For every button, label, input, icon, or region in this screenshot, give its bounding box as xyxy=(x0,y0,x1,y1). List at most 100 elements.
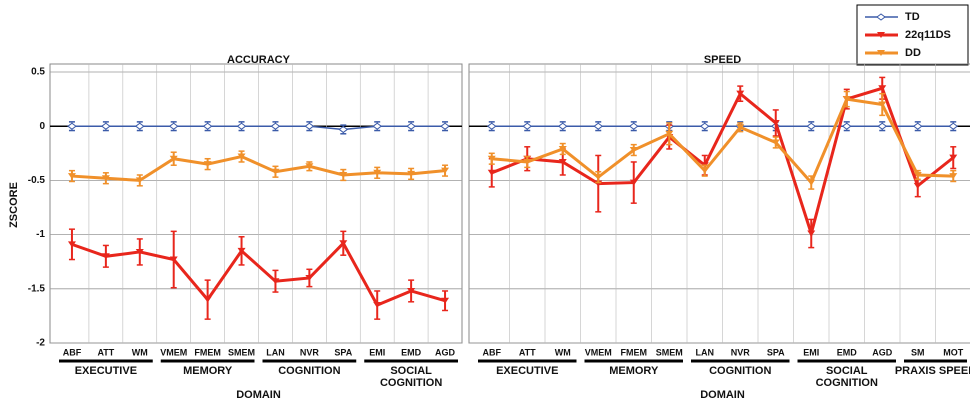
x-axis-label: DOMAIN xyxy=(236,389,281,401)
point xyxy=(169,256,178,263)
point xyxy=(949,173,958,180)
x-tick-label: EMI xyxy=(803,347,819,357)
x-tick-label: AGD xyxy=(872,347,893,357)
point xyxy=(523,158,532,165)
y-tick-label: -1 xyxy=(36,229,45,240)
x-tick-label: MOT xyxy=(943,347,963,357)
point xyxy=(406,122,416,130)
x-tick-label: EMD xyxy=(837,347,858,357)
legend-box xyxy=(856,4,969,66)
x-tick-label: AGD xyxy=(435,347,456,357)
point xyxy=(338,125,349,134)
y-tick-label: -1.5 xyxy=(28,283,46,294)
point xyxy=(878,85,887,92)
point xyxy=(202,122,213,130)
plot-frame xyxy=(468,63,970,344)
point xyxy=(270,122,281,130)
x-tick-label: VMEM xyxy=(160,347,187,357)
legend-label: 22q11DS xyxy=(905,29,951,41)
point xyxy=(101,253,110,260)
series-line xyxy=(71,240,446,307)
chart-title: ACCURACY xyxy=(227,54,291,66)
legend-label: DD xyxy=(905,47,921,59)
point xyxy=(628,122,639,130)
point xyxy=(558,158,567,165)
x-tick-label: WM xyxy=(555,347,571,357)
x-tick-label: SPA xyxy=(767,347,785,357)
point xyxy=(807,230,816,237)
point xyxy=(305,274,314,281)
point xyxy=(487,169,496,176)
point xyxy=(271,168,280,175)
point xyxy=(373,169,382,176)
point xyxy=(135,248,144,255)
group-label: SOCIAL COGNITION xyxy=(379,365,443,389)
point xyxy=(305,163,314,170)
point xyxy=(271,278,280,285)
x-tick-label: SPA xyxy=(334,347,352,357)
x-tick-label: ATT xyxy=(519,347,536,357)
point xyxy=(771,119,780,126)
x-tick-label: FMEM xyxy=(621,347,648,357)
x-tick-label: SMEM xyxy=(228,347,255,357)
x-tick-label: NVR xyxy=(300,347,320,357)
point xyxy=(441,297,450,304)
point xyxy=(913,171,922,178)
point xyxy=(67,122,77,130)
point xyxy=(807,179,816,186)
point xyxy=(168,122,179,130)
legend-marker xyxy=(877,32,885,38)
x-tick-label: SMEM xyxy=(656,347,683,357)
point xyxy=(913,182,922,189)
point xyxy=(700,167,709,174)
y-tick-label: 0 xyxy=(39,121,45,132)
point xyxy=(557,122,568,130)
x-tick-label: FMEM xyxy=(194,347,221,357)
point xyxy=(558,145,567,152)
point xyxy=(67,173,76,180)
x-axis-label: DOMAIN xyxy=(700,389,745,401)
x-tick-label: LAN xyxy=(266,347,285,357)
group-label: PRAXIS SPEED xyxy=(894,365,970,377)
point xyxy=(101,122,111,130)
group-label: MEMORY xyxy=(183,365,233,377)
point xyxy=(736,90,745,97)
point xyxy=(339,171,348,178)
point xyxy=(135,177,144,184)
point xyxy=(594,174,603,181)
x-tick-label: WM xyxy=(132,347,148,357)
point xyxy=(912,122,923,130)
x-tick-label: ATT xyxy=(97,347,114,357)
point xyxy=(101,175,110,182)
point xyxy=(629,179,638,186)
point xyxy=(593,122,604,130)
x-tick-label: ABF xyxy=(63,347,82,357)
x-tick-label: ABF xyxy=(483,347,502,357)
point xyxy=(134,122,145,130)
point xyxy=(949,154,958,161)
point xyxy=(169,155,178,162)
y-tick-label: 0.5 xyxy=(31,67,45,78)
point xyxy=(203,296,212,303)
x-tick-label: SM xyxy=(911,347,925,357)
point xyxy=(304,122,315,130)
series-line xyxy=(71,154,446,182)
group-label: SOCIAL COGNITION xyxy=(815,365,878,389)
x-tick-label: EMD xyxy=(401,347,422,357)
point xyxy=(373,302,382,309)
plot-frame xyxy=(49,63,463,344)
point xyxy=(237,247,246,254)
point xyxy=(699,122,710,130)
series-line xyxy=(71,125,446,131)
legend-label: TD xyxy=(905,11,920,23)
point xyxy=(372,122,383,130)
point xyxy=(522,122,533,130)
point xyxy=(407,287,416,294)
y-tick-label: -0.5 xyxy=(28,175,46,186)
point xyxy=(203,161,212,168)
point xyxy=(629,147,638,154)
y-tick-label: -2 xyxy=(36,338,45,349)
group-label: MEMORY xyxy=(609,365,659,377)
